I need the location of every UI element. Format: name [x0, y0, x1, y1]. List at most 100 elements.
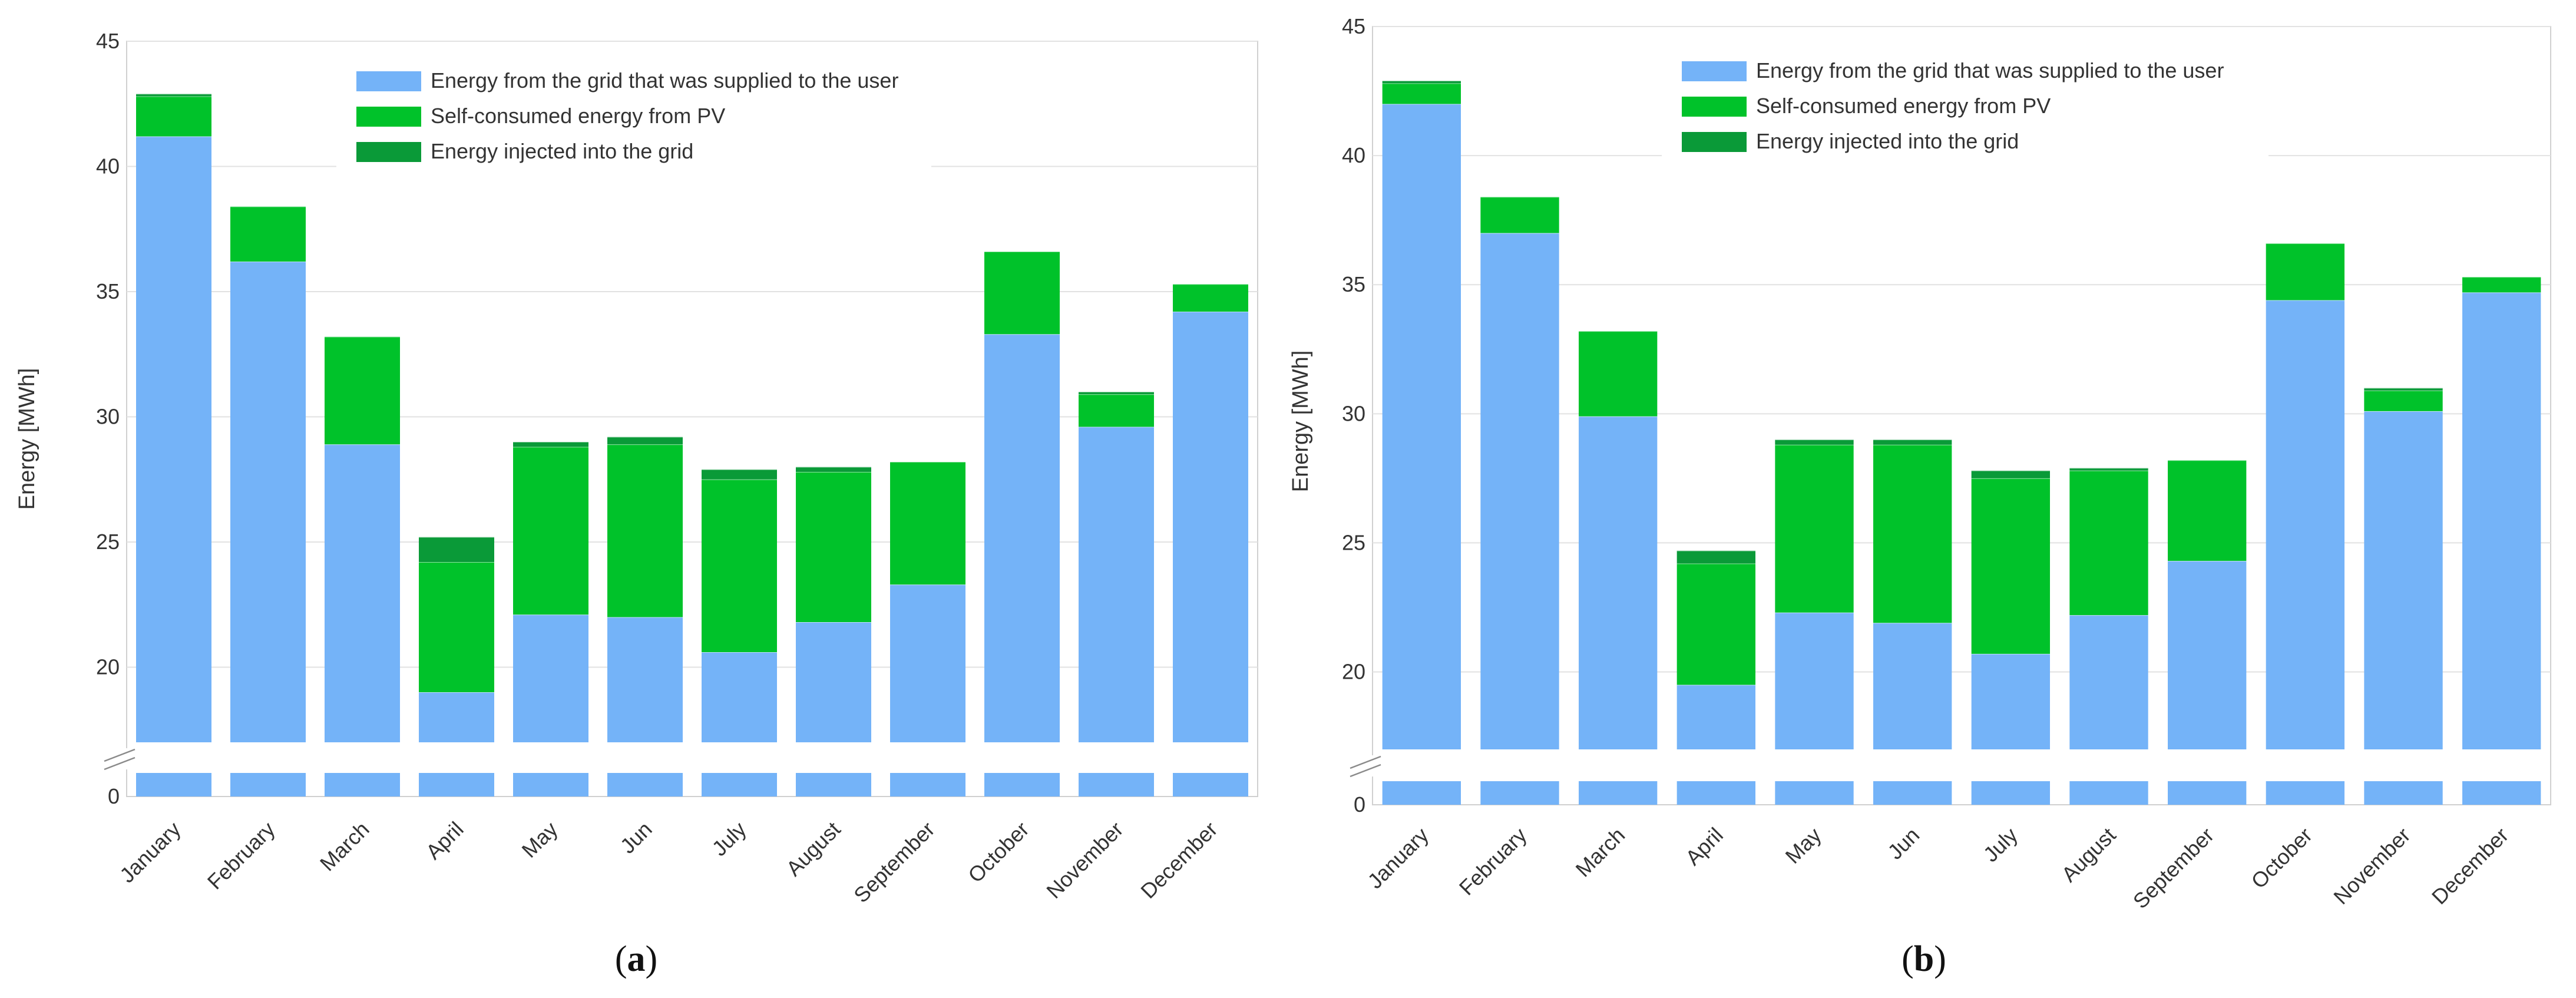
x-tick-label: October [963, 817, 1034, 888]
bar-segment [1079, 427, 1154, 742]
bar-segment [136, 94, 211, 97]
x-tick-label: February [1454, 823, 1532, 900]
x-tick-label: August [781, 817, 845, 881]
y-tick-label: 35 [96, 279, 120, 303]
legend-swatch [356, 142, 421, 162]
bar-segment [607, 437, 683, 445]
bar-segment [890, 584, 965, 742]
x-tick-label: May [517, 817, 563, 862]
x-tick-label: September [849, 817, 940, 908]
bar-base-stub [419, 773, 494, 797]
x-tick-label: November [1041, 817, 1127, 903]
bar-segment [1676, 685, 1755, 749]
y-tick-label: 20 [96, 655, 120, 679]
bar-segment [1579, 416, 1658, 749]
bar-base-stub [1079, 773, 1154, 797]
y-tick-label: 35 [1342, 272, 1365, 296]
bar-segment [2364, 390, 2443, 411]
caption-close: ) [1934, 939, 1946, 979]
caption-open: ( [1902, 939, 1914, 979]
bar-segment [796, 622, 871, 742]
bar-segment [2364, 388, 2443, 391]
bar-base-stub [2069, 781, 2148, 805]
bar-segment [1382, 104, 1461, 750]
x-tick-label: January [115, 817, 186, 888]
bar-segment [2462, 292, 2541, 749]
bar-base-stub [890, 773, 965, 797]
bar-base-stub [984, 773, 1060, 797]
bar-segment [1676, 550, 1755, 564]
bar-segment [1873, 623, 1952, 749]
y-tick-label-zero: 0 [108, 784, 120, 808]
x-tick-label: October [2246, 823, 2317, 894]
x-tick-label: July [1979, 823, 2022, 867]
bar-segment [1971, 470, 2050, 478]
caption-letter: a [627, 939, 646, 979]
bar-base-stub [230, 773, 306, 797]
bar-segment [136, 96, 211, 137]
bar-segment [1971, 478, 2050, 654]
bar-base-stub [1873, 781, 1952, 805]
legend-label: Energy injected into the grid [431, 139, 693, 163]
bar-segment [230, 262, 306, 742]
y-tick-label: 25 [96, 530, 120, 554]
bar-segment [796, 467, 871, 472]
bar-segment [2364, 411, 2443, 749]
bar-segment [2266, 243, 2344, 300]
bar-segment [1873, 444, 1952, 623]
bar-segment [1480, 233, 1559, 750]
bar-segment [702, 479, 777, 652]
bar-base-stub [2168, 781, 2247, 805]
bar-segment [1079, 394, 1154, 427]
bar-segment [984, 252, 1060, 335]
x-tick-label: Jun [1883, 823, 1924, 864]
legend-label: Energy from the grid that was supplied t… [431, 68, 898, 92]
bar-segment [2266, 300, 2344, 749]
bar-segment [513, 442, 588, 447]
bar-segment [325, 336, 400, 445]
y-tick-label: 25 [1342, 530, 1365, 554]
bar-segment [1480, 197, 1559, 233]
bar-segment [2069, 615, 2148, 749]
legend-label: Energy injected into the grid [1756, 129, 2019, 153]
bar-segment [2168, 561, 2247, 749]
x-tick-label: December [2427, 823, 2513, 909]
bar-base-stub [136, 773, 211, 797]
bar-segment [1079, 392, 1154, 395]
y-tick-label: 40 [96, 154, 120, 179]
bar-base-stub [796, 773, 871, 797]
bar-segment [1971, 653, 2050, 749]
bar-segment [890, 462, 965, 585]
bar-base-stub [2266, 781, 2344, 805]
bar-segment [1873, 439, 1952, 445]
y-tick-label: 45 [96, 29, 120, 53]
bar-base-stub [513, 773, 588, 797]
panel-caption: (a) [615, 939, 657, 979]
bar-base-stub [325, 773, 400, 797]
legend-swatch [356, 107, 421, 127]
bar-segment [1173, 312, 1248, 742]
bar-segment [1775, 444, 1854, 613]
legend-label: Energy from the grid that was supplied t… [1756, 58, 2224, 82]
bar-segment [1775, 612, 1854, 749]
bar-base-stub [1775, 781, 1854, 805]
bar-segment [419, 562, 494, 692]
legend-box [1662, 52, 2269, 164]
y-axis-title: Energy [MWh] [1288, 351, 1313, 493]
x-tick-label: December [1136, 817, 1222, 903]
bar-segment [2462, 277, 2541, 293]
bar-segment [230, 206, 306, 262]
y-axis-title: Energy [MWh] [15, 368, 39, 510]
bar-segment [702, 469, 777, 480]
bar-segment [513, 447, 588, 615]
axis-break-mark [1350, 755, 1381, 769]
caption-letter: b [1914, 939, 1934, 979]
legend-label: Self-consumed energy from PV [1756, 94, 2051, 118]
bar-base-stub [1971, 781, 2050, 805]
y-tick-label: 30 [1342, 401, 1365, 425]
bar-segment [796, 472, 871, 622]
bar-segment [2069, 468, 2148, 471]
bar-base-stub [702, 773, 777, 797]
panel-caption: (b) [1902, 939, 1946, 979]
x-tick-label: January [1363, 823, 1433, 894]
